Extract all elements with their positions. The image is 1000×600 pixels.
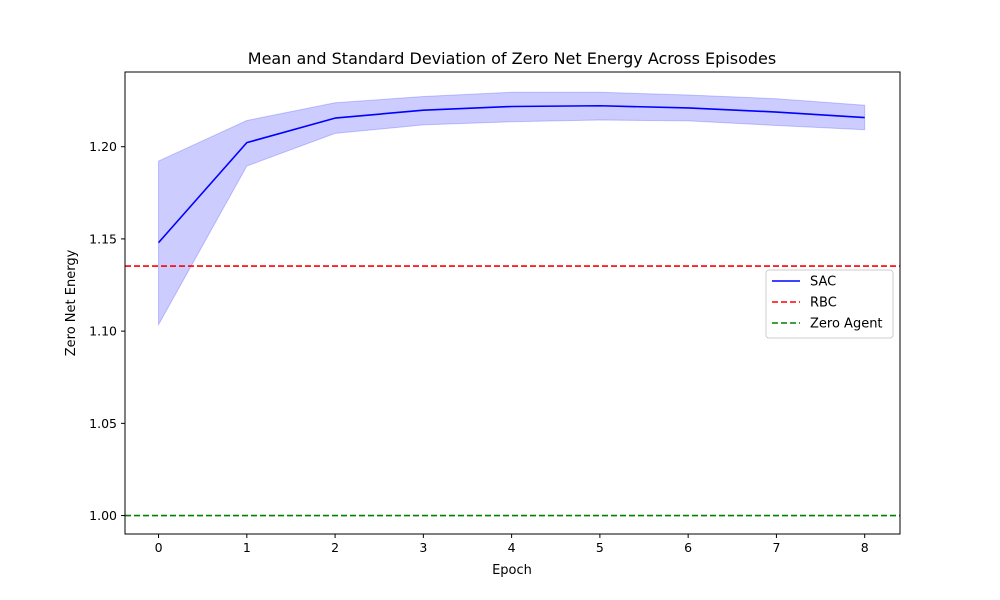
- y-tick-label: 1.00: [89, 508, 117, 523]
- x-tick-label: 0: [155, 540, 163, 555]
- x-tick-label: 8: [861, 540, 869, 555]
- plot-frame: [124, 71, 901, 535]
- y-tick-label: 1.10: [89, 324, 117, 339]
- x-tick-label: 7: [772, 540, 780, 555]
- y-axis: 1.00 1.05 1.10 1.15 1.20: [89, 139, 125, 523]
- legend-label-zero-agent: Zero Agent: [810, 317, 883, 332]
- legend-label-sac: SAC: [810, 275, 836, 290]
- plot-area: [125, 91, 900, 517]
- legend-box: [765, 269, 894, 339]
- y-tick-label: 1.15: [89, 231, 117, 246]
- y-tick-label: 1.05: [89, 416, 117, 431]
- sac-std-band: [158, 91, 866, 327]
- x-axis-label: Epoch: [492, 563, 532, 578]
- y-tick-label: 1.20: [89, 139, 117, 154]
- x-axis: 0 1 2 3 4 5 6 7 8: [155, 534, 869, 555]
- x-tick-label: 5: [596, 540, 604, 555]
- chart-title: Mean and Standard Deviation of Zero Net …: [248, 49, 776, 68]
- sac-line: [157, 104, 865, 244]
- x-tick-label: 4: [508, 540, 516, 555]
- x-tick-label: 3: [419, 540, 427, 555]
- x-tick-label: 6: [684, 540, 692, 555]
- x-tick-label: 2: [331, 540, 339, 555]
- legend-label-rbc: RBC: [810, 296, 837, 311]
- x-tick-label: 1: [243, 540, 251, 555]
- legend: SAC RBC Zero Agent: [765, 269, 894, 339]
- y-axis-label: Zero Net Energy: [64, 249, 79, 356]
